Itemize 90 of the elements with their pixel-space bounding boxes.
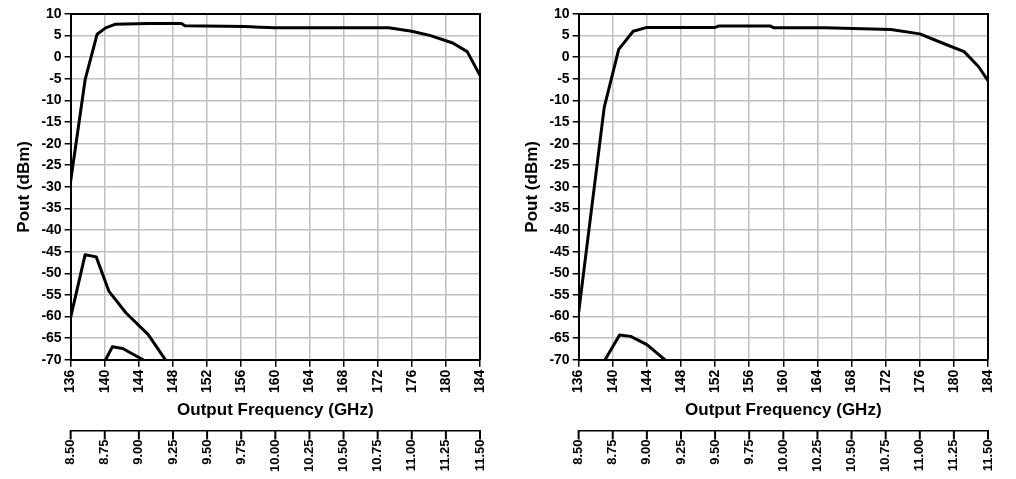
y-tick-label: -55 xyxy=(549,285,570,302)
x2-tick-label: 11.50 xyxy=(979,439,995,472)
x2-tick-label: 9.75 xyxy=(740,439,756,465)
x2-tick-label: 11.50 xyxy=(471,439,487,472)
y-tick-label: -60 xyxy=(549,307,570,324)
x-tick-label: 184 xyxy=(470,369,487,394)
y-tick-label: -25 xyxy=(549,156,570,173)
x2-tick-label: 9.00 xyxy=(638,439,654,465)
y-tick-label: -40 xyxy=(549,220,570,237)
y-tick-label: -60 xyxy=(41,307,62,324)
y-tick-label: -55 xyxy=(41,285,62,302)
x2-tick-label: 10.25 xyxy=(301,439,317,473)
y-tick-label: -5 xyxy=(49,69,62,86)
x-tick-label: 164 xyxy=(808,369,825,394)
x-tick-label: 156 xyxy=(232,369,249,394)
y-tick-label: -35 xyxy=(549,199,570,216)
x2-tick-label: 9.00 xyxy=(130,439,146,465)
y-tick-label: 0 xyxy=(53,48,62,65)
x-tick-label: 164 xyxy=(300,369,317,394)
x-tick-label: 184 xyxy=(978,369,995,394)
x-tick-label: 160 xyxy=(266,369,283,394)
y-tick-label: 10 xyxy=(554,4,570,21)
x2-tick-label: 10.50 xyxy=(335,439,351,473)
y-tick-label: -10 xyxy=(549,91,570,108)
x2-tick-label: 11.00 xyxy=(403,439,419,472)
x2-tick-label: 9.50 xyxy=(198,439,214,465)
y-tick-label: -30 xyxy=(549,177,570,194)
x2-tick-label: 10.00 xyxy=(774,439,790,473)
x-tick-label: 180 xyxy=(944,369,961,394)
x-tick-label: 156 xyxy=(740,369,757,394)
x-tick-label: 152 xyxy=(197,369,214,394)
x2-tick-label: 9.25 xyxy=(672,439,688,465)
y-tick-label: 0 xyxy=(561,48,570,65)
x2-tick-label: 8.50 xyxy=(62,439,78,465)
x-tick-label: 140 xyxy=(603,369,620,394)
x-tick-label: 176 xyxy=(910,369,927,394)
x-tick-label: 148 xyxy=(163,369,180,394)
x2-tick-label: 10.75 xyxy=(877,439,893,473)
y-tick-label: -20 xyxy=(41,134,62,151)
y-tick-label: -45 xyxy=(41,242,62,259)
y-tick-label: -35 xyxy=(41,199,62,216)
x-tick-label: 160 xyxy=(774,369,791,394)
x-axis-title: Output Frequency (GHz) xyxy=(177,399,374,419)
x-tick-label: 136 xyxy=(61,369,78,394)
y-axis-title: Pout (dBm) xyxy=(521,141,541,233)
y-tick-label: -40 xyxy=(41,220,62,237)
y-tick-label: -50 xyxy=(549,264,570,281)
y-tick-label: -50 xyxy=(41,264,62,281)
y-tick-label: -5 xyxy=(557,69,570,86)
x2-tick-label: 11.25 xyxy=(437,439,453,472)
y-tick-label: -65 xyxy=(41,328,62,345)
y-tick-label: 5 xyxy=(53,26,62,43)
x2-tick-label: 11.25 xyxy=(945,439,961,472)
x-tick-label: 180 xyxy=(436,369,453,394)
y-tick-label: -70 xyxy=(41,350,62,367)
x-axis-title: Output Frequency (GHz) xyxy=(685,399,882,419)
x2-tick-label: 10.75 xyxy=(369,439,385,473)
x2-tick-label: 10.25 xyxy=(809,439,825,473)
y-tick-label: -30 xyxy=(41,177,62,194)
x2-tick-label: 8.50 xyxy=(570,439,586,465)
y-tick-label: 5 xyxy=(561,26,570,43)
x-tick-label: 172 xyxy=(368,369,385,394)
x-tick-label: 168 xyxy=(334,369,351,394)
x2-tick-label: 8.75 xyxy=(604,439,620,465)
x-tick-label: 168 xyxy=(842,369,859,394)
x-tick-label: 136 xyxy=(569,369,586,394)
x2-tick-label: 9.25 xyxy=(164,439,180,465)
x-tick-label: 176 xyxy=(402,369,419,394)
x-tick-label: 152 xyxy=(705,369,722,394)
x-tick-label: 144 xyxy=(129,369,146,394)
y-tick-label: -20 xyxy=(549,134,570,151)
y-tick-label: -45 xyxy=(549,242,570,259)
x-tick-label: 144 xyxy=(637,369,654,394)
y-tick-label: -15 xyxy=(41,112,62,129)
x-tick-label: 140 xyxy=(95,369,112,394)
y-tick-label: -70 xyxy=(549,350,570,367)
y-axis-title: Pout (dBm) xyxy=(13,141,33,233)
x2-tick-label: 9.50 xyxy=(706,439,722,465)
x2-tick-label: 10.00 xyxy=(266,439,282,473)
y-tick-label: -15 xyxy=(549,112,570,129)
y-tick-label: -65 xyxy=(549,328,570,345)
y-tick-label: -10 xyxy=(41,91,62,108)
y-tick-label: 10 xyxy=(46,4,62,21)
x2-tick-label: 9.75 xyxy=(232,439,248,465)
x2-tick-label: 11.00 xyxy=(911,439,927,472)
y-tick-label: -25 xyxy=(41,156,62,173)
x-tick-label: 172 xyxy=(876,369,893,394)
x2-tick-label: 8.75 xyxy=(96,439,112,465)
x2-tick-label: 10.50 xyxy=(843,439,859,473)
x-tick-label: 148 xyxy=(671,369,688,394)
